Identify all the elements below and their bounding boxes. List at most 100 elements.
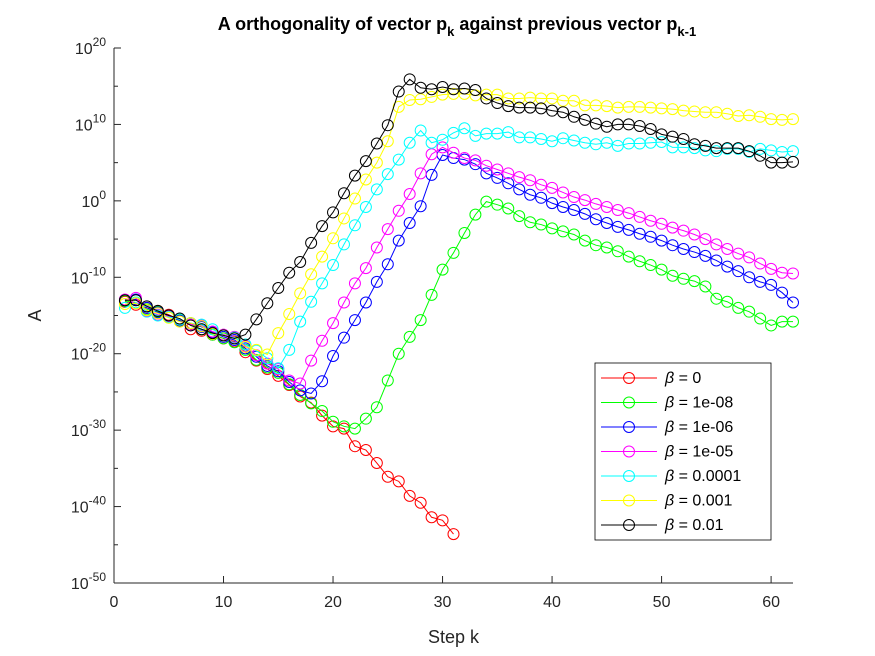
data-point (578, 113, 591, 126)
data-point (348, 219, 361, 232)
data-point (644, 259, 657, 272)
data-point (337, 187, 350, 200)
data-point (677, 224, 690, 237)
chart-title: A orthogonality of vector pk against pre… (218, 14, 696, 39)
data-point (436, 514, 449, 527)
data-point (721, 243, 734, 256)
data-point (381, 223, 394, 236)
data-point (567, 204, 580, 217)
legend-entry-2: β = 1e-06 (601, 419, 733, 436)
data-point (414, 124, 427, 137)
data-point (118, 301, 131, 314)
data-point (567, 191, 580, 204)
data-point (787, 113, 799, 126)
data-point (732, 301, 745, 314)
data-point (710, 292, 723, 305)
legend-label: β = 0.001 (664, 493, 733, 510)
legend-marker (623, 445, 635, 458)
data-point (480, 195, 493, 208)
legend-entry-3: β = 1e-05 (601, 444, 733, 461)
data-point (283, 266, 296, 279)
data-point (316, 405, 329, 418)
data-point (732, 142, 745, 155)
data-point (743, 251, 756, 264)
data-point (348, 169, 361, 182)
data-point (480, 167, 493, 180)
legend-marker (623, 421, 635, 433)
data-point (787, 296, 799, 309)
legend-label: β = 0.01 (664, 517, 724, 534)
data-point (414, 496, 427, 509)
data-point (480, 159, 493, 172)
legend-label: β = 1e-08 (664, 395, 733, 412)
data-point (491, 97, 504, 110)
data-point (710, 238, 723, 251)
data-point (392, 475, 405, 488)
data-point (250, 313, 263, 326)
chart-title-main: A orthogonality of vector p (218, 14, 447, 34)
data-point (392, 234, 405, 247)
x-tick-label: 20 (324, 594, 342, 611)
data-point (754, 257, 767, 270)
legend-marker (623, 372, 635, 384)
data-point (239, 328, 252, 341)
data-point (436, 141, 449, 154)
data-point (546, 181, 559, 194)
data-point (129, 294, 142, 307)
data-point (589, 213, 602, 226)
data-point (261, 297, 274, 310)
data-point (261, 352, 274, 365)
data-point (162, 309, 175, 322)
y-tick-label: 1020 (75, 35, 106, 58)
data-point (305, 268, 318, 281)
data-point (535, 218, 548, 231)
data-point (261, 348, 274, 361)
data-point (425, 136, 438, 149)
y-tick-label: 10-50 (71, 570, 106, 593)
data-point (348, 440, 361, 453)
data-point (754, 312, 767, 325)
chart-title-sub2: k-1 (677, 24, 696, 39)
data-point (743, 145, 756, 158)
data-point (655, 263, 668, 276)
data-point (403, 217, 416, 230)
legend-marker (623, 470, 635, 482)
data-point (458, 122, 471, 135)
data-point (305, 236, 318, 249)
data-point (370, 401, 383, 414)
data-point (644, 123, 657, 136)
legend-label: β = 1e-05 (664, 444, 733, 461)
legend-marker (623, 494, 635, 507)
data-point (327, 317, 340, 330)
legend-entry-0: β = 0 (601, 370, 701, 387)
data-point (469, 84, 482, 97)
data-point (743, 271, 756, 284)
y-tick-label: 10-30 (71, 417, 106, 440)
data-point (348, 192, 361, 205)
data-point (327, 259, 340, 272)
data-point (316, 334, 329, 347)
data-point (403, 136, 416, 149)
data-point (666, 269, 679, 282)
data-point (359, 444, 372, 457)
x-tick-label: 10 (215, 594, 233, 611)
x-tick-label: 40 (543, 594, 561, 611)
data-point (348, 422, 361, 435)
data-point (567, 110, 580, 123)
legend-label: β = 0 (664, 370, 701, 387)
data-point (414, 314, 427, 327)
data-point (316, 277, 329, 290)
data-point (305, 354, 318, 367)
data-point (688, 228, 701, 241)
data-point (425, 511, 438, 524)
data-point (447, 528, 460, 541)
data-point (699, 249, 712, 262)
axes-layer: 0 10 20 30 40 50 6010-5010-4010-3010-2010-1010… (71, 35, 793, 611)
data-point (414, 167, 427, 180)
data-point (370, 275, 383, 288)
data-point (305, 397, 318, 410)
data-point (272, 281, 285, 294)
data-point (567, 228, 580, 241)
data-point (666, 221, 679, 234)
